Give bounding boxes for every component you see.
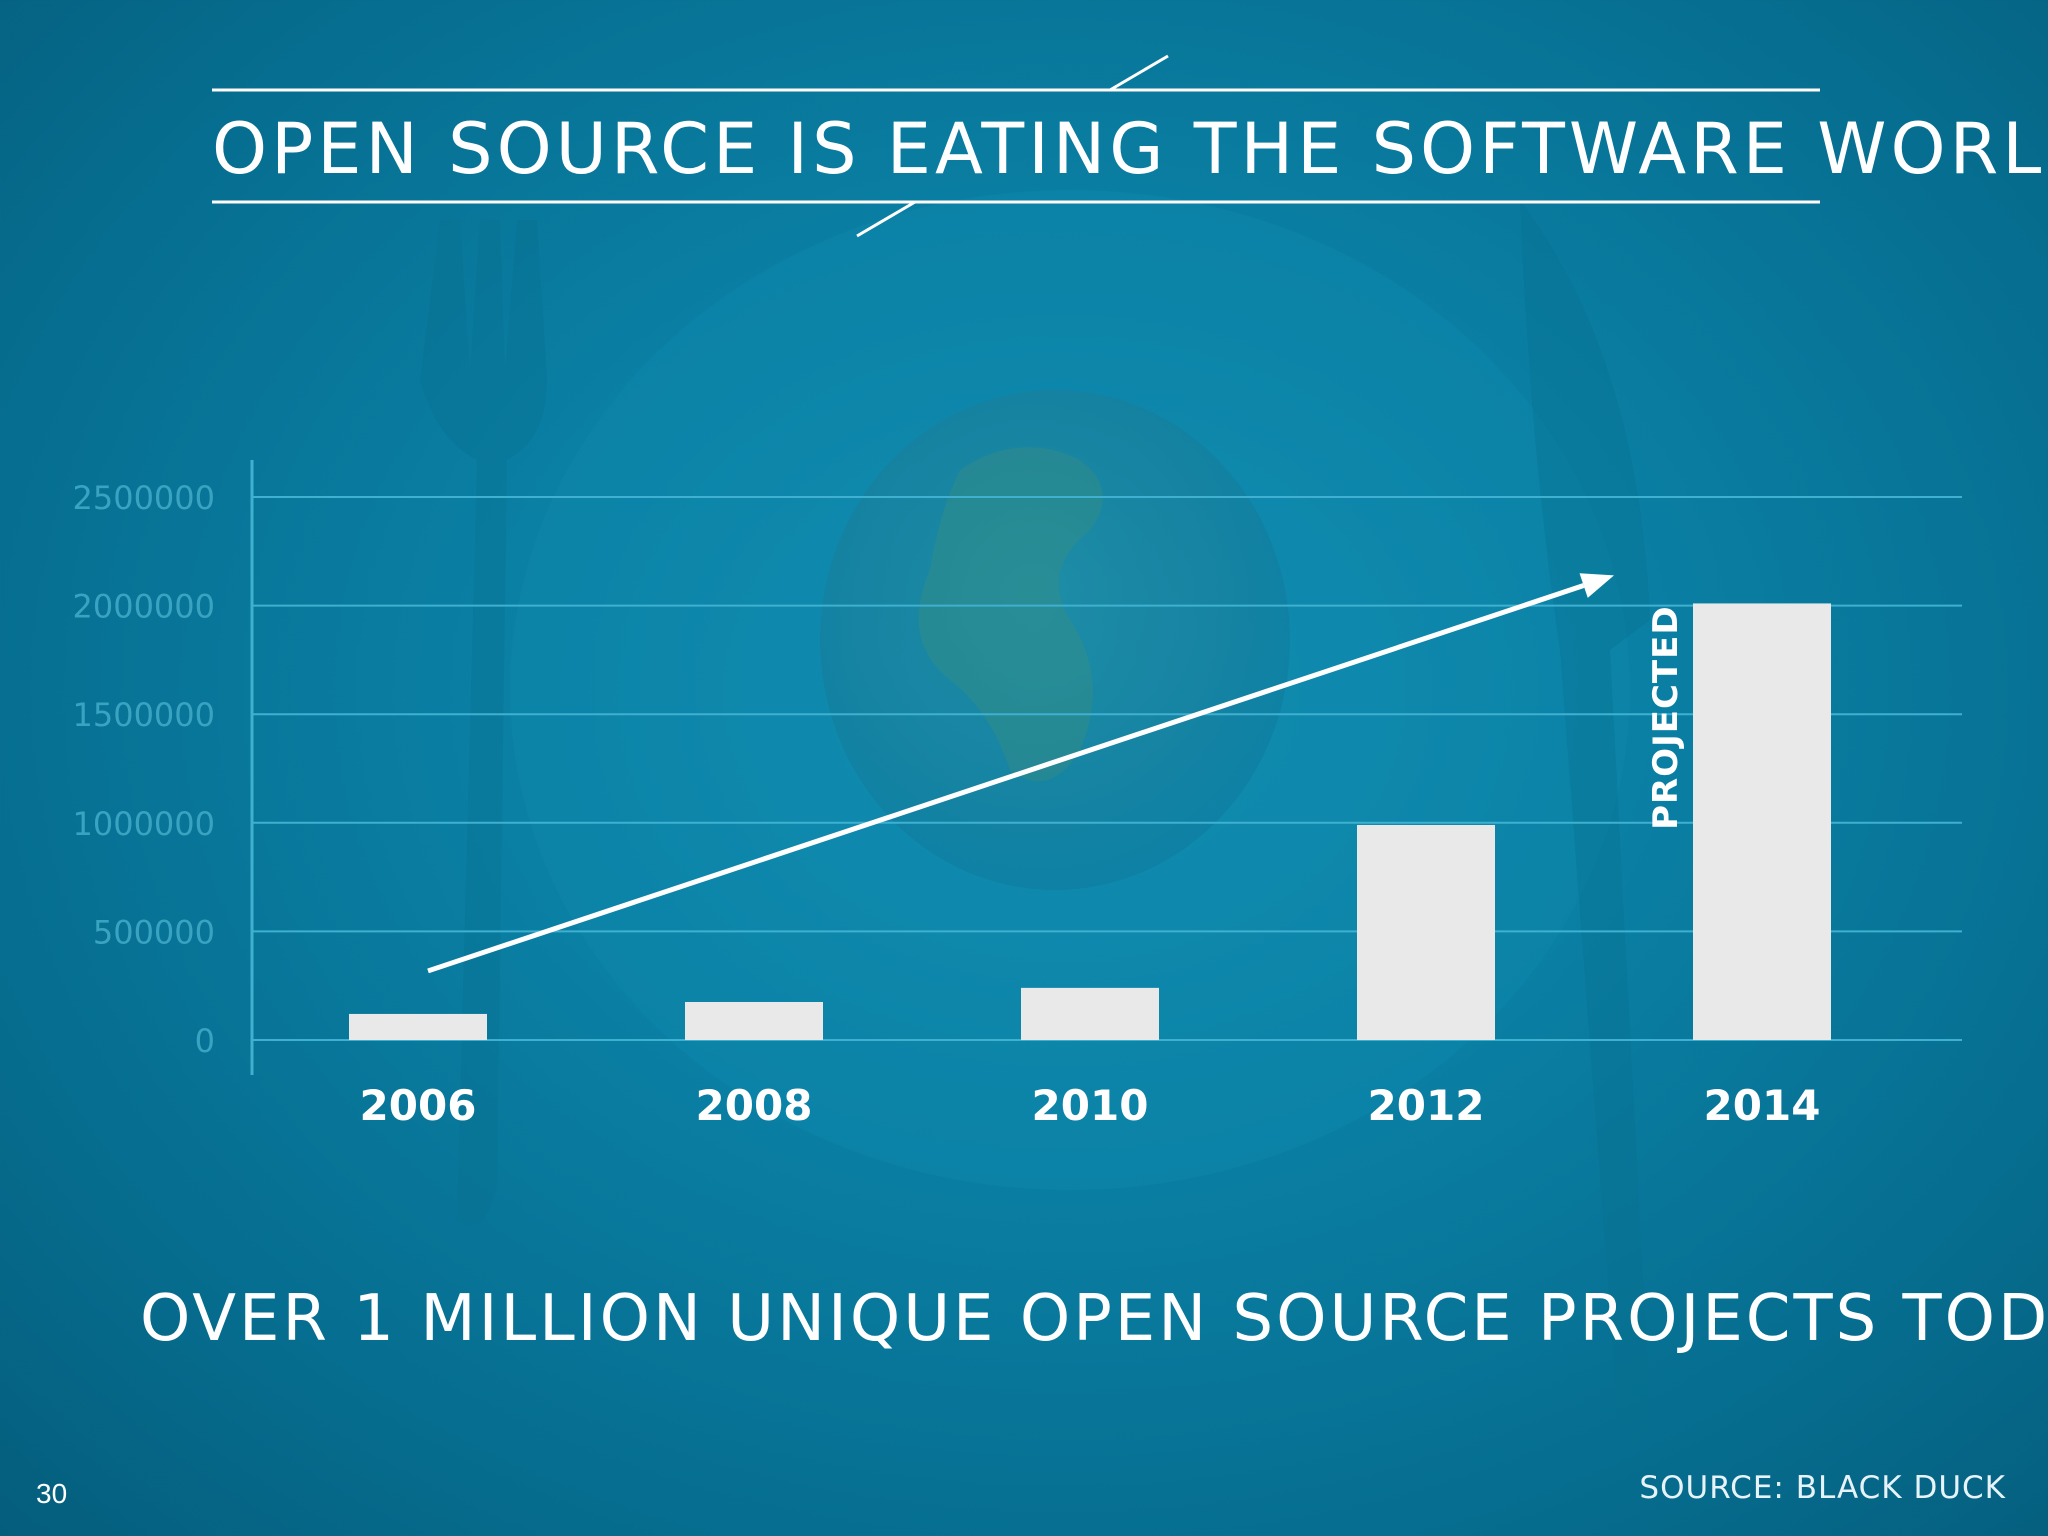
source-note: SOURCE: BLACK DUCK [1639, 1470, 2006, 1506]
x-tick-label: 2012 [1368, 1081, 1485, 1130]
x-tick-labels: 2006 2008 2010 2012 2014 [360, 1081, 1821, 1130]
y-tick-label: 2000000 [72, 588, 215, 626]
bar-2012 [1357, 824, 1495, 1040]
trend-arrow-head [1579, 573, 1614, 598]
y-tick-label: 0 [195, 1022, 215, 1060]
page-number: 30 [36, 1478, 68, 1509]
x-tick-label: 2014 [1704, 1081, 1821, 1130]
trend-arrow-shaft [427, 583, 1585, 974]
title-slash-top [1109, 54, 1169, 92]
x-tick-label: 2008 [696, 1081, 813, 1130]
continent-shape [918, 447, 1103, 782]
bar-2010 [1021, 987, 1159, 1040]
globe-shape [820, 390, 1290, 890]
bar-2006 [349, 1013, 487, 1040]
bar-2008 [685, 1001, 823, 1040]
knife-shape [1520, 200, 1650, 1442]
page-title: OPEN SOURCE IS EATING THE SOFTWARE WORLD [212, 108, 2048, 190]
y-tick-label: 1000000 [72, 805, 215, 843]
y-tick-label: 500000 [93, 913, 215, 951]
annotations: PROJECTED [1646, 605, 1686, 829]
subtitle: OVER 1 MILLION UNIQUE OPEN SOURCE PROJEC… [140, 1282, 2048, 1356]
y-tick-label: 1500000 [72, 696, 215, 734]
title-slash-bottom [856, 200, 916, 238]
x-tick-label: 2006 [360, 1081, 477, 1130]
bars [349, 603, 1831, 1040]
y-tick-label: 2500000 [72, 479, 215, 517]
y-tick-labels: 0 500000 1000000 1500000 2000000 2500000 [72, 479, 215, 1060]
fork-shape [420, 220, 547, 1225]
x-tick-label: 2010 [1032, 1081, 1149, 1130]
projected-label: PROJECTED [1646, 605, 1686, 829]
trend-arrow [427, 573, 1614, 974]
bar-2014 [1693, 603, 1831, 1040]
